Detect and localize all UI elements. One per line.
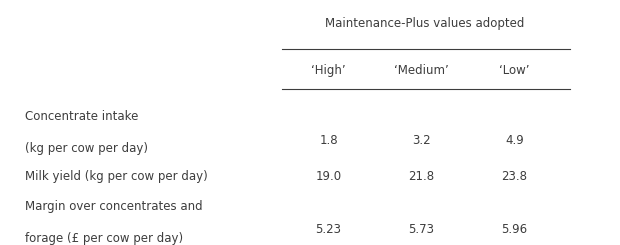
Text: (kg per cow per day): (kg per cow per day) [25,142,148,155]
Text: ‘High’: ‘High’ [311,64,346,77]
Text: 5.23: 5.23 [316,223,342,236]
Text: 4.9: 4.9 [505,134,524,147]
Text: 5.73: 5.73 [409,223,435,236]
Text: 3.2: 3.2 [412,134,431,147]
Text: Maintenance-Plus values adopted: Maintenance-Plus values adopted [325,17,525,30]
Text: Concentrate intake: Concentrate intake [25,110,138,123]
Text: 5.96: 5.96 [502,223,528,236]
Text: 1.8: 1.8 [319,134,338,147]
Text: Margin over concentrates and: Margin over concentrates and [25,200,202,213]
Text: 21.8: 21.8 [409,170,435,183]
Text: ‘Medium’: ‘Medium’ [394,64,449,77]
Text: ‘Low’: ‘Low’ [499,64,530,77]
Text: 19.0: 19.0 [316,170,342,183]
Text: Milk yield (kg per cow per day): Milk yield (kg per cow per day) [25,170,208,183]
Text: 23.8: 23.8 [502,170,528,183]
Text: forage (£ per cow per day): forage (£ per cow per day) [25,232,183,245]
